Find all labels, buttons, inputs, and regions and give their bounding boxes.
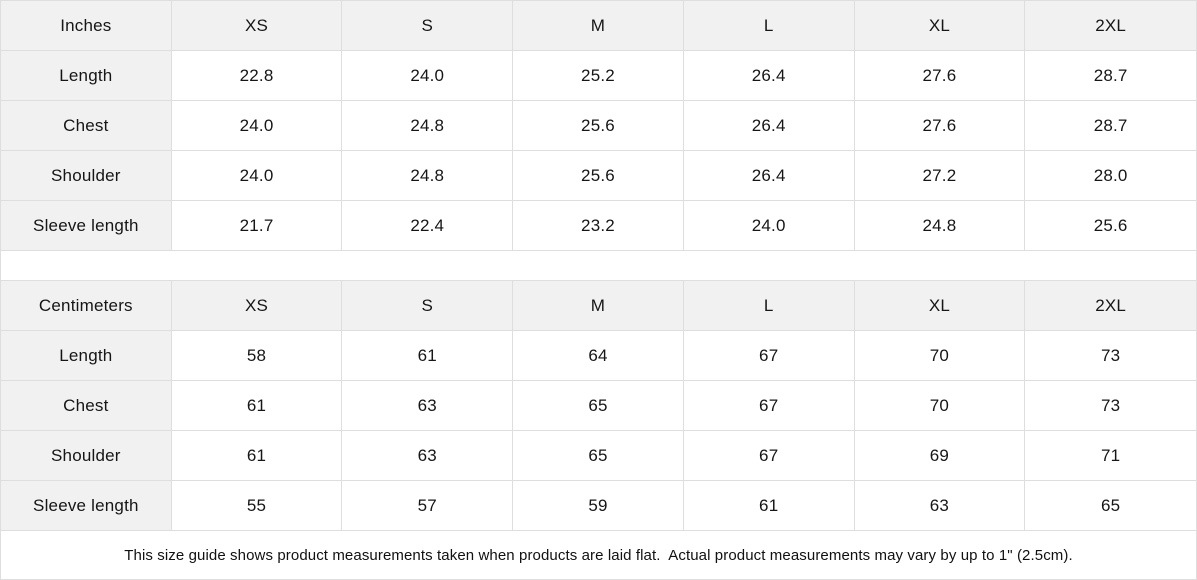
size-header-cell: L	[683, 281, 855, 331]
measurement-value-cell: 57	[342, 481, 514, 531]
size-header-cell: 2XL	[1025, 281, 1196, 331]
measurement-value-cell: 27.2	[854, 151, 1026, 201]
measurement-value-cell: 61	[171, 381, 343, 431]
measurement-value-cell: 24.0	[342, 51, 514, 101]
size-header-cell: L	[683, 1, 855, 51]
measurement-value-cell: 65	[513, 431, 684, 481]
unit-header-cell: Inches	[1, 1, 172, 51]
size-header-cell: M	[513, 1, 684, 51]
size-header-cell: 2XL	[1025, 1, 1196, 51]
measurement-value-cell: 24.0	[171, 151, 343, 201]
size-guide-note: This size guide shows product measuremen…	[124, 546, 1073, 564]
centimeters-table: Centimeters XS S M L XL 2XL Length 58 61…	[1, 281, 1196, 531]
size-header-cell: M	[513, 281, 684, 331]
measurement-value-cell: 24.8	[342, 151, 514, 201]
measurement-value-cell: 28.7	[1025, 51, 1196, 101]
measurement-value-cell: 23.2	[513, 201, 684, 251]
measurement-value-cell: 55	[171, 481, 343, 531]
measurement-value-cell: 64	[513, 331, 684, 381]
measurement-value-cell: 70	[854, 331, 1026, 381]
measurement-value-cell: 28.0	[1025, 151, 1196, 201]
measurement-value-cell: 24.8	[342, 101, 514, 151]
measurement-value-cell: 73	[1025, 331, 1196, 381]
measurement-value-cell: 61	[683, 481, 855, 531]
size-header-cell: XS	[171, 281, 343, 331]
measurement-value-cell: 67	[683, 431, 855, 481]
measurement-value-cell: 24.0	[171, 101, 343, 151]
measurement-value-cell: 25.6	[513, 151, 684, 201]
unit-header-cell: Centimeters	[1, 281, 172, 331]
measurement-value-cell: 25.2	[513, 51, 684, 101]
measurement-label-cell: Chest	[1, 101, 172, 151]
measurement-label-cell: Shoulder	[1, 151, 172, 201]
measurement-value-cell: 26.4	[683, 101, 855, 151]
size-header-cell: S	[342, 281, 514, 331]
measurement-value-cell: 65	[1025, 481, 1196, 531]
measurement-value-cell: 63	[342, 381, 514, 431]
measurement-value-cell: 22.4	[342, 201, 514, 251]
measurement-value-cell: 73	[1025, 381, 1196, 431]
measurement-value-cell: 65	[513, 381, 684, 431]
measurement-value-cell: 61	[171, 431, 343, 481]
measurement-value-cell: 22.8	[171, 51, 343, 101]
size-guide-footer: This size guide shows product measuremen…	[1, 531, 1196, 579]
measurement-value-cell: 71	[1025, 431, 1196, 481]
measurement-value-cell: 70	[854, 381, 1026, 431]
measurement-value-cell: 25.6	[513, 101, 684, 151]
measurement-value-cell: 26.4	[683, 151, 855, 201]
measurement-value-cell: 24.0	[683, 201, 855, 251]
measurement-value-cell: 69	[854, 431, 1026, 481]
size-header-cell: XS	[171, 1, 343, 51]
table-spacer	[1, 251, 1196, 281]
measurement-value-cell: 26.4	[683, 51, 855, 101]
measurement-value-cell: 59	[513, 481, 684, 531]
measurement-value-cell: 27.6	[854, 101, 1026, 151]
measurement-value-cell: 67	[683, 381, 855, 431]
measurement-label-cell: Chest	[1, 381, 172, 431]
measurement-value-cell: 63	[854, 481, 1026, 531]
measurement-label-cell: Length	[1, 51, 172, 101]
measurement-value-cell: 27.6	[854, 51, 1026, 101]
measurement-value-cell: 67	[683, 331, 855, 381]
size-header-cell: S	[342, 1, 514, 51]
measurement-value-cell: 24.8	[854, 201, 1026, 251]
measurement-value-cell: 58	[171, 331, 343, 381]
measurement-value-cell: 61	[342, 331, 514, 381]
measurement-value-cell: 28.7	[1025, 101, 1196, 151]
measurement-label-cell: Sleeve length	[1, 481, 172, 531]
measurement-value-cell: 21.7	[171, 201, 343, 251]
measurement-label-cell: Length	[1, 331, 172, 381]
size-header-cell: XL	[854, 281, 1026, 331]
size-header-cell: XL	[854, 1, 1026, 51]
measurement-label-cell: Sleeve length	[1, 201, 172, 251]
measurement-value-cell: 25.6	[1025, 201, 1196, 251]
inches-table: Inches XS S M L XL 2XL Length 22.8 24.0 …	[1, 1, 1196, 251]
measurement-value-cell: 63	[342, 431, 514, 481]
measurement-label-cell: Shoulder	[1, 431, 172, 481]
